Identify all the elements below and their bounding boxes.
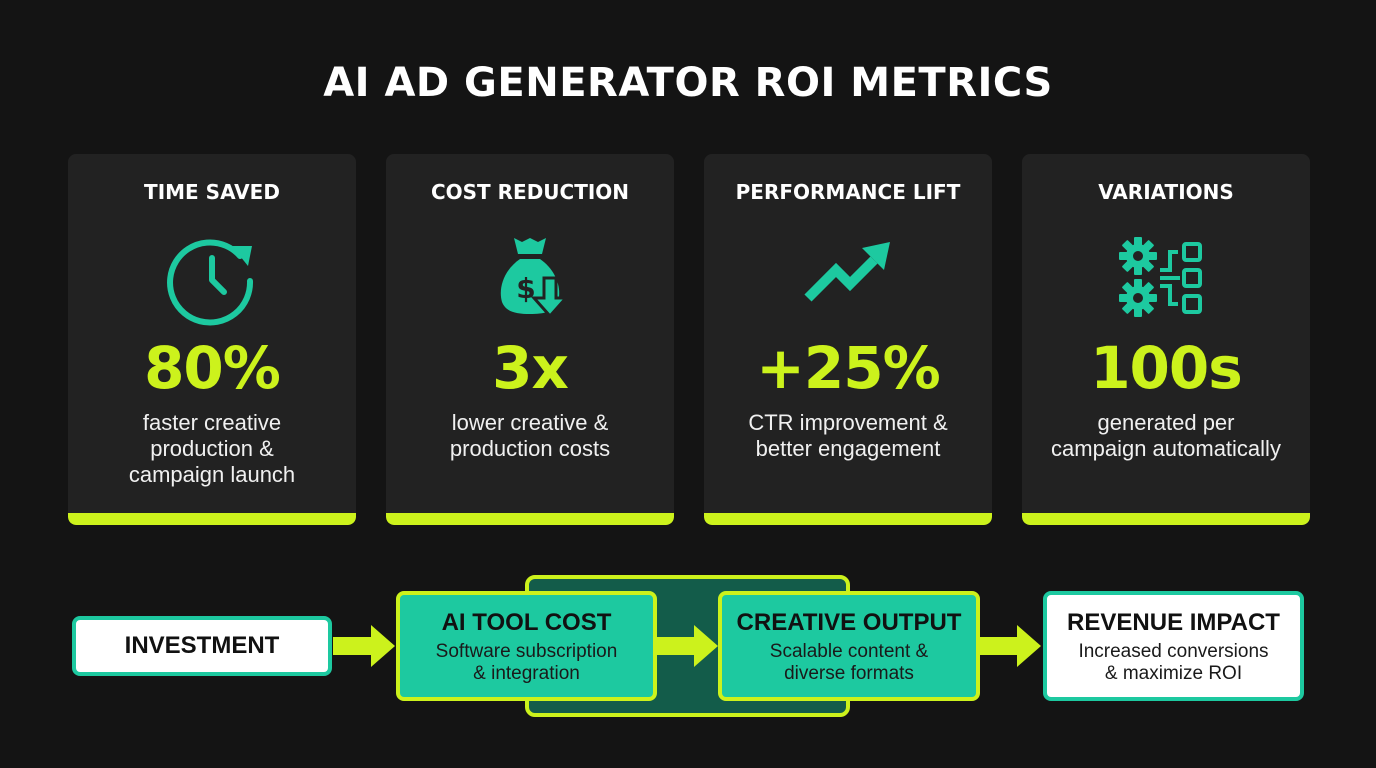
flow-step-ai-tool-cost: AI TOOL COST Software subscription & int… [396, 591, 657, 701]
desc-line: generated per [1097, 410, 1235, 435]
flow-step-title: INVESTMENT [124, 632, 280, 659]
desc-line: Increased conversions [1078, 641, 1269, 662]
arrow-right-icon [979, 625, 1041, 667]
desc-line: CTR improvement & [748, 410, 948, 435]
flow-step-description: Increased conversions & maximize ROI [1047, 641, 1300, 685]
flow-step-description: Software subscription & integration [400, 641, 653, 685]
accent-bar [704, 513, 992, 525]
desc-line: & maximize ROI [1104, 663, 1243, 684]
metric-card-variations: VARIATIONS [1022, 154, 1310, 525]
metric-description: faster creative production & campaign la… [78, 410, 346, 488]
page-title: AI AD GENERATOR ROI METRICS [323, 60, 1053, 106]
flow-step-title: CREATIVE OUTPUT [736, 609, 962, 636]
metric-description: CTR improvement & better engagement [714, 410, 982, 462]
card-title: VARIATIONS [1098, 180, 1234, 204]
desc-line: & integration [473, 663, 580, 684]
arrow-right-icon [656, 625, 718, 667]
desc-line: diverse formats [784, 663, 914, 684]
metric-description: lower creative & production costs [396, 410, 664, 462]
flow-step-description: Scalable content & diverse formats [722, 641, 976, 685]
gears-variations-icon [1116, 226, 1216, 326]
flow-step-investment: INVESTMENT [72, 616, 332, 676]
desc-line: campaign launch [128, 462, 296, 487]
accent-bar [1022, 513, 1310, 525]
card-title: TIME SAVED [144, 180, 280, 204]
svg-text:$: $ [516, 272, 535, 305]
metric-card-performance-lift: PERFORMANCE LIFT +25% CTR improvement & … [704, 154, 992, 525]
flow-step-revenue-impact: REVENUE IMPACT Increased conversions & m… [1043, 591, 1304, 701]
flow-step-title: REVENUE IMPACT [1067, 609, 1280, 636]
clock-refresh-icon [162, 226, 262, 326]
desc-line: production & [150, 436, 274, 461]
desc-line: Software subscription [435, 641, 618, 662]
desc-line: Scalable content & [769, 641, 929, 662]
metric-value: +25% [756, 334, 940, 402]
desc-line: better engagement [755, 436, 941, 461]
arrow-right-icon [333, 625, 395, 667]
metric-description: generated per campaign automatically [1032, 410, 1300, 462]
accent-bar [68, 513, 356, 525]
desc-line: campaign automatically [1051, 436, 1281, 461]
flow-step-title: AI TOOL COST [441, 609, 612, 636]
metric-card-time-saved: TIME SAVED 80% faster creative productio… [68, 154, 356, 525]
accent-bar [386, 513, 674, 525]
flow-step-creative-output: CREATIVE OUTPUT Scalable content & diver… [718, 591, 980, 701]
desc-line: production costs [449, 436, 611, 461]
money-bag-down-icon: $ [480, 226, 580, 326]
desc-line: faster creative [142, 410, 282, 435]
metric-value: 3x [492, 334, 569, 402]
metric-value: 100s [1090, 334, 1243, 402]
card-title: PERFORMANCE LIFT [735, 180, 961, 204]
metric-card-cost-reduction: COST REDUCTION $ 3x lower creative & pro… [386, 154, 674, 525]
card-title: COST REDUCTION [430, 180, 630, 204]
trend-up-arrow-icon [798, 226, 898, 326]
metric-value: 80% [144, 334, 281, 402]
desc-line: lower creative & [451, 410, 609, 435]
